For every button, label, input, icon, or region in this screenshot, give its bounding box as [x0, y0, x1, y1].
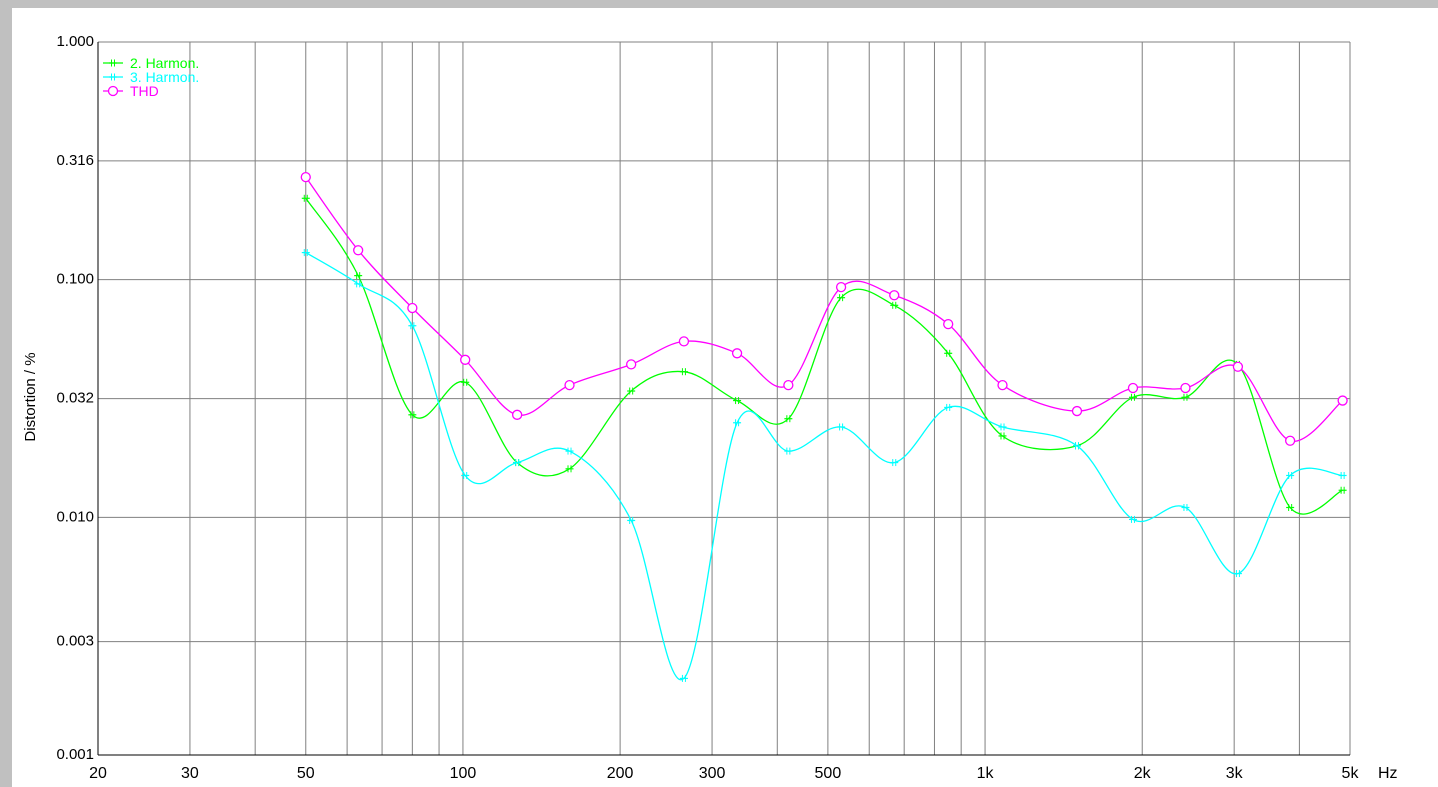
data-point-3-harmon	[784, 447, 793, 455]
data-point-thd	[353, 245, 364, 256]
data-point-thd	[835, 282, 847, 293]
y-tick-label: 1.000	[56, 33, 94, 50]
data-point-3-harmon	[1072, 442, 1081, 450]
data-point-3-harmon	[1181, 503, 1190, 511]
data-point-2-harmon	[1181, 393, 1190, 401]
data-point-2-harmon	[837, 294, 846, 302]
data-point-2-harmon	[1128, 393, 1137, 401]
x-tick-label: 500	[815, 765, 842, 782]
data-point-thd	[1232, 361, 1244, 372]
y-tick-label: 0.001	[56, 746, 94, 763]
data-point-thd	[511, 409, 523, 420]
data-point-2-harmon	[890, 301, 899, 309]
legend-marker-thd	[107, 85, 119, 97]
data-point-3-harmon	[1233, 570, 1242, 578]
legend-marker-3-harmon	[109, 73, 117, 81]
series-2-harmon	[301, 194, 1347, 515]
data-point-thd	[626, 359, 637, 370]
series-line-3-harmon	[305, 252, 1343, 681]
legend-label-2-harmon: 2. Harmon.	[130, 55, 199, 71]
data-point-2-harmon	[565, 465, 574, 473]
y-tick-label: 0.100	[56, 271, 94, 288]
data-point-3-harmon	[301, 249, 310, 257]
legend-label-thd: THD	[130, 83, 159, 99]
data-point-2-harmon	[1338, 486, 1347, 494]
x-tick-label: 50	[297, 765, 315, 782]
series	[300, 171, 1348, 682]
data-point-2-harmon	[784, 415, 793, 423]
data-point-3-harmon	[513, 459, 522, 467]
data-point-3-harmon	[565, 447, 574, 455]
series-3-harmon	[301, 249, 1347, 682]
data-point-thd	[1284, 435, 1296, 446]
x-tick-label: 2k	[1134, 765, 1152, 782]
legend-item-2-harmon: 2. Harmon.	[103, 55, 199, 71]
y-tick-label: 0.032	[56, 390, 94, 407]
data-point-3-harmon	[408, 322, 417, 330]
data-point-3-harmon	[461, 471, 470, 479]
data-point-3-harmon	[1286, 471, 1295, 479]
y-tick-label: 0.316	[56, 152, 94, 169]
plot-area	[12, 8, 1438, 787]
legend-item-3-harmon: 3. Harmon.	[103, 69, 199, 85]
data-point-3-harmon	[890, 459, 899, 467]
data-point-2-harmon	[733, 397, 742, 405]
data-point-3-harmon	[1338, 471, 1347, 479]
legend: 2. Harmon.3. Harmon.THD	[103, 55, 199, 99]
data-point-2-harmon	[354, 272, 363, 280]
data-point-thd	[1180, 382, 1191, 394]
y-axis-label: Distortion / %	[22, 352, 39, 441]
x-tick-label: 3k	[1226, 765, 1244, 782]
data-point-2-harmon	[1286, 503, 1295, 511]
x-tick-label: 100	[450, 765, 477, 782]
axes: 0.001 0.003 0.010 0.032 0.100 0.316 1.000 20 30 5…	[56, 33, 1359, 782]
data-point-2-harmon	[627, 387, 636, 395]
x-tick-label: 200	[607, 765, 634, 782]
data-point-thd	[407, 302, 418, 314]
y-tick-label: 0.003	[56, 633, 94, 650]
data-point-thd	[889, 290, 900, 301]
data-point-thd	[1337, 395, 1348, 406]
data-point-thd	[997, 379, 1008, 391]
data-point-2-harmon	[408, 411, 417, 419]
data-point-2-harmon	[461, 378, 470, 386]
data-point-2-harmon	[679, 368, 688, 376]
data-point-thd	[678, 336, 690, 347]
data-point-2-harmon	[998, 432, 1007, 440]
data-point-3-harmon	[1128, 515, 1137, 523]
data-point-thd	[1127, 382, 1139, 394]
data-point-thd	[783, 379, 794, 391]
data-point-thd	[1071, 405, 1083, 417]
data-point-3-harmon	[679, 674, 688, 682]
data-point-3-harmon	[733, 419, 742, 427]
x-tick-label: 20	[89, 765, 107, 782]
series-thd	[300, 171, 1348, 446]
data-point-2-harmon	[301, 194, 310, 202]
x-axis-unit: Hz	[1378, 765, 1398, 782]
data-point-3-harmon	[944, 403, 953, 411]
data-point-3-harmon	[998, 423, 1007, 431]
data-point-thd	[564, 379, 575, 391]
y-tick-label: 0.010	[56, 508, 94, 525]
data-point-thd	[300, 171, 311, 183]
data-point-thd	[943, 318, 954, 330]
data-point-3-harmon	[837, 423, 846, 431]
x-tick-label: 30	[181, 765, 199, 782]
x-tick-label: 1k	[977, 765, 995, 782]
x-tick-label: 300	[699, 765, 726, 782]
legend-label-3-harmon: 3. Harmon.	[130, 69, 199, 85]
legend-marker-2-harmon	[109, 59, 117, 67]
legend-item-thd: THD	[103, 83, 159, 99]
data-point-3-harmon	[354, 280, 363, 288]
data-point-thd	[460, 354, 471, 365]
data-point-thd	[731, 348, 743, 359]
x-tick-label: 5k	[1342, 765, 1360, 782]
data-point-2-harmon	[944, 349, 953, 357]
data-point-3-harmon	[627, 516, 636, 524]
